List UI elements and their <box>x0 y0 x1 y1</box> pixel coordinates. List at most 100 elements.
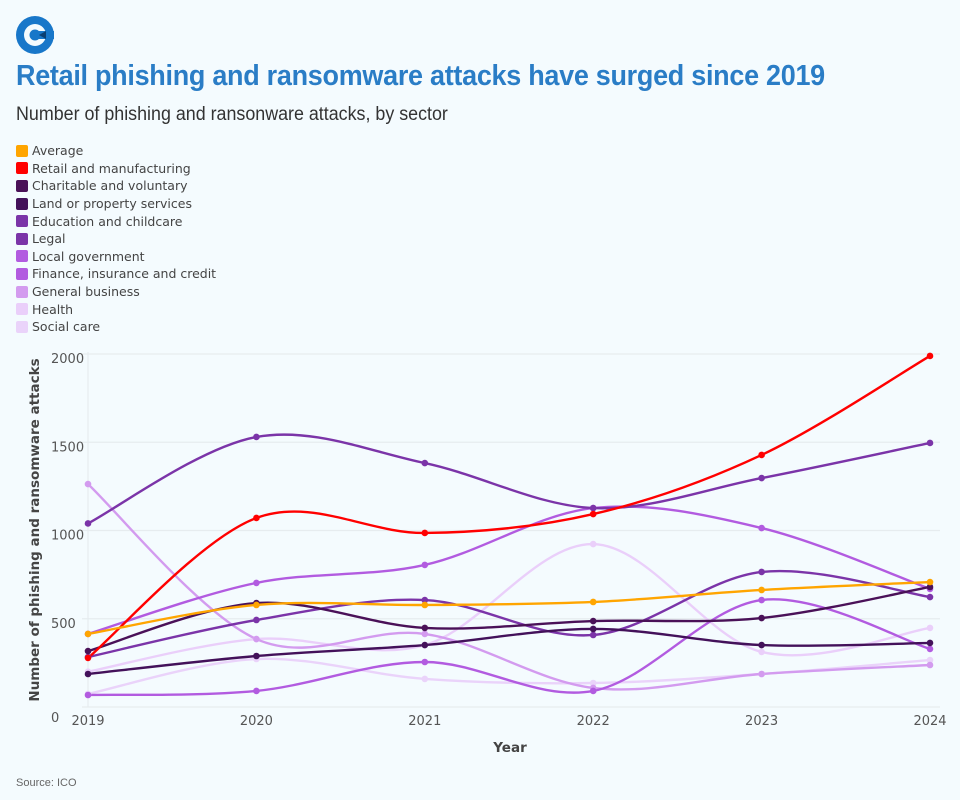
data-point-legal-2021[interactable] <box>421 596 429 604</box>
series-line-education-and-childcare[interactable] <box>86 433 932 525</box>
data-point-land-or-property-services-2023[interactable] <box>758 641 765 649</box>
data-point-charitable-and-voluntary-2019[interactable] <box>84 647 92 655</box>
chart-subtitle: Number of phishing and ransonware attack… <box>16 104 448 125</box>
legend-label: Land or property services <box>32 196 192 212</box>
legend-swatch <box>16 250 28 263</box>
data-point-health-2022[interactable] <box>589 540 597 548</box>
series-points <box>84 352 934 699</box>
series-line-legal[interactable] <box>86 569 932 659</box>
data-point-education-and-childcare-2020[interactable] <box>253 433 260 441</box>
series-line-retail-and-manufacturing[interactable] <box>86 354 932 660</box>
data-point-local-government-2022[interactable] <box>589 687 597 695</box>
data-point-retail-and-manufacturing-2024[interactable] <box>926 352 934 360</box>
data-point-legal-2024[interactable] <box>926 593 934 601</box>
data-point-legal-2022[interactable] <box>589 631 597 639</box>
data-point-general-business-2024[interactable] <box>926 661 934 669</box>
legend-item-social-care[interactable]: Social care <box>16 318 216 336</box>
legend-label: Charitable and voluntary <box>32 178 188 194</box>
publisher-logo-icon <box>16 16 54 54</box>
legend-swatch <box>16 162 28 175</box>
data-point-finance-insurance-and-credit-2020[interactable] <box>253 579 260 587</box>
legend-item-education-and-childcare[interactable]: Education and childcare <box>16 212 216 230</box>
series-line-land-or-property-services[interactable] <box>86 627 932 676</box>
x-tick-label: 2022 <box>577 714 610 729</box>
series-line-charitable-and-voluntary[interactable] <box>86 585 932 653</box>
data-point-finance-insurance-and-credit-2021[interactable] <box>421 561 429 569</box>
data-point-general-business-2020[interactable] <box>253 635 260 643</box>
legend-swatch <box>16 179 28 192</box>
legend-item-retail-and-manufacturing[interactable]: Retail and manufacturing <box>16 160 216 178</box>
data-point-education-and-childcare-2023[interactable] <box>758 474 765 482</box>
data-point-land-or-property-services-2020[interactable] <box>253 652 260 660</box>
series-line-social-care[interactable] <box>86 657 932 696</box>
data-point-general-business-2023[interactable] <box>758 670 765 678</box>
data-point-social-care-2021[interactable] <box>421 675 429 683</box>
data-point-retail-and-manufacturing-2020[interactable] <box>253 514 260 522</box>
series-line-finance-insurance-and-credit[interactable] <box>86 505 932 636</box>
data-point-health-2023[interactable] <box>758 648 765 656</box>
data-point-legal-2020[interactable] <box>253 616 260 624</box>
data-point-land-or-property-services-2021[interactable] <box>421 641 429 649</box>
y-tick-label: 0 <box>51 711 59 726</box>
data-point-finance-insurance-and-credit-2023[interactable] <box>758 524 765 532</box>
data-point-local-government-2023[interactable] <box>758 596 765 604</box>
data-point-charitable-and-voluntary-2024[interactable] <box>926 583 934 591</box>
legend-label: Finance, insurance and credit <box>32 266 217 282</box>
series-line-health[interactable] <box>86 542 932 673</box>
data-point-health-2024[interactable] <box>926 624 934 632</box>
data-point-charitable-and-voluntary-2023[interactable] <box>758 614 765 622</box>
y-axis-title: Number of phishing and ransomware attack… <box>27 358 43 701</box>
data-point-legal-2023[interactable] <box>758 568 765 576</box>
data-point-education-and-childcare-2019[interactable] <box>84 520 92 527</box>
legend-label: Education and childcare <box>32 213 183 229</box>
data-point-local-government-2024[interactable] <box>926 645 934 653</box>
data-point-average-2020[interactable] <box>253 601 260 609</box>
data-point-average-2019[interactable] <box>84 630 92 638</box>
legend-item-health[interactable]: Health <box>16 300 216 318</box>
legend-swatch <box>16 320 28 333</box>
legend-swatch <box>16 215 28 228</box>
data-point-charitable-and-voluntary-2021[interactable] <box>421 624 429 632</box>
legend-item-general-business[interactable]: General business <box>16 283 216 301</box>
legend-item-legal[interactable]: Legal <box>16 230 216 248</box>
data-point-retail-and-manufacturing-2023[interactable] <box>758 451 765 459</box>
data-point-education-and-childcare-2022[interactable] <box>589 504 597 512</box>
line-chart: 0 500 1000 1500 2000 2019 2020 2021 2022 2023 202… <box>27 352 947 756</box>
data-point-general-business-2021[interactable] <box>421 630 429 638</box>
series-line-local-government[interactable] <box>86 598 932 697</box>
data-point-education-and-childcare-2024[interactable] <box>926 439 934 447</box>
x-tick-label: 2021 <box>408 714 441 729</box>
legend-item-charitable-and-voluntary[interactable]: Charitable and voluntary <box>16 177 216 195</box>
data-point-local-government-2021[interactable] <box>421 658 429 666</box>
data-point-average-2023[interactable] <box>758 586 765 594</box>
data-point-social-care-2022[interactable] <box>589 679 597 687</box>
data-point-general-business-2019[interactable] <box>84 480 92 488</box>
legend-label: General business <box>32 284 140 300</box>
data-point-average-2024[interactable] <box>926 578 934 586</box>
series-line-average[interactable] <box>86 580 932 636</box>
data-point-retail-and-manufacturing-2019[interactable] <box>84 654 92 662</box>
data-point-average-2021[interactable] <box>421 601 429 609</box>
data-point-land-or-property-services-2024[interactable] <box>926 639 934 647</box>
legend-item-local-government[interactable]: Local government <box>16 248 216 266</box>
data-point-land-or-property-services-2022[interactable] <box>589 625 597 633</box>
data-point-average-2022[interactable] <box>589 598 597 606</box>
data-point-retail-and-manufacturing-2022[interactable] <box>589 510 597 518</box>
data-point-retail-and-manufacturing-2021[interactable] <box>421 529 429 537</box>
series-line-general-business[interactable] <box>86 482 932 691</box>
data-point-local-government-2020[interactable] <box>253 687 260 695</box>
legend: Average Retail and manufacturing Charitabl… <box>16 142 216 336</box>
legend-swatch <box>16 144 28 157</box>
legend-item-finance-insurance-and-credit[interactable]: Finance, insurance and credit <box>16 265 216 283</box>
data-point-land-or-property-services-2019[interactable] <box>84 670 92 678</box>
data-point-charitable-and-voluntary-2022[interactable] <box>589 617 597 625</box>
legend-item-average[interactable]: Average <box>16 142 216 160</box>
data-point-local-government-2019[interactable] <box>84 691 92 699</box>
y-axis-ticks: 0 500 1000 1500 2000 <box>51 352 84 726</box>
legend-item-land-or-property-services[interactable]: Land or property services <box>16 195 216 213</box>
data-point-education-and-childcare-2021[interactable] <box>421 459 429 467</box>
data-point-social-care-2024[interactable] <box>926 656 934 664</box>
legend-label: Health <box>32 301 74 317</box>
source-note: Source: ICO <box>16 777 77 789</box>
x-tick-label: 2023 <box>745 714 778 729</box>
